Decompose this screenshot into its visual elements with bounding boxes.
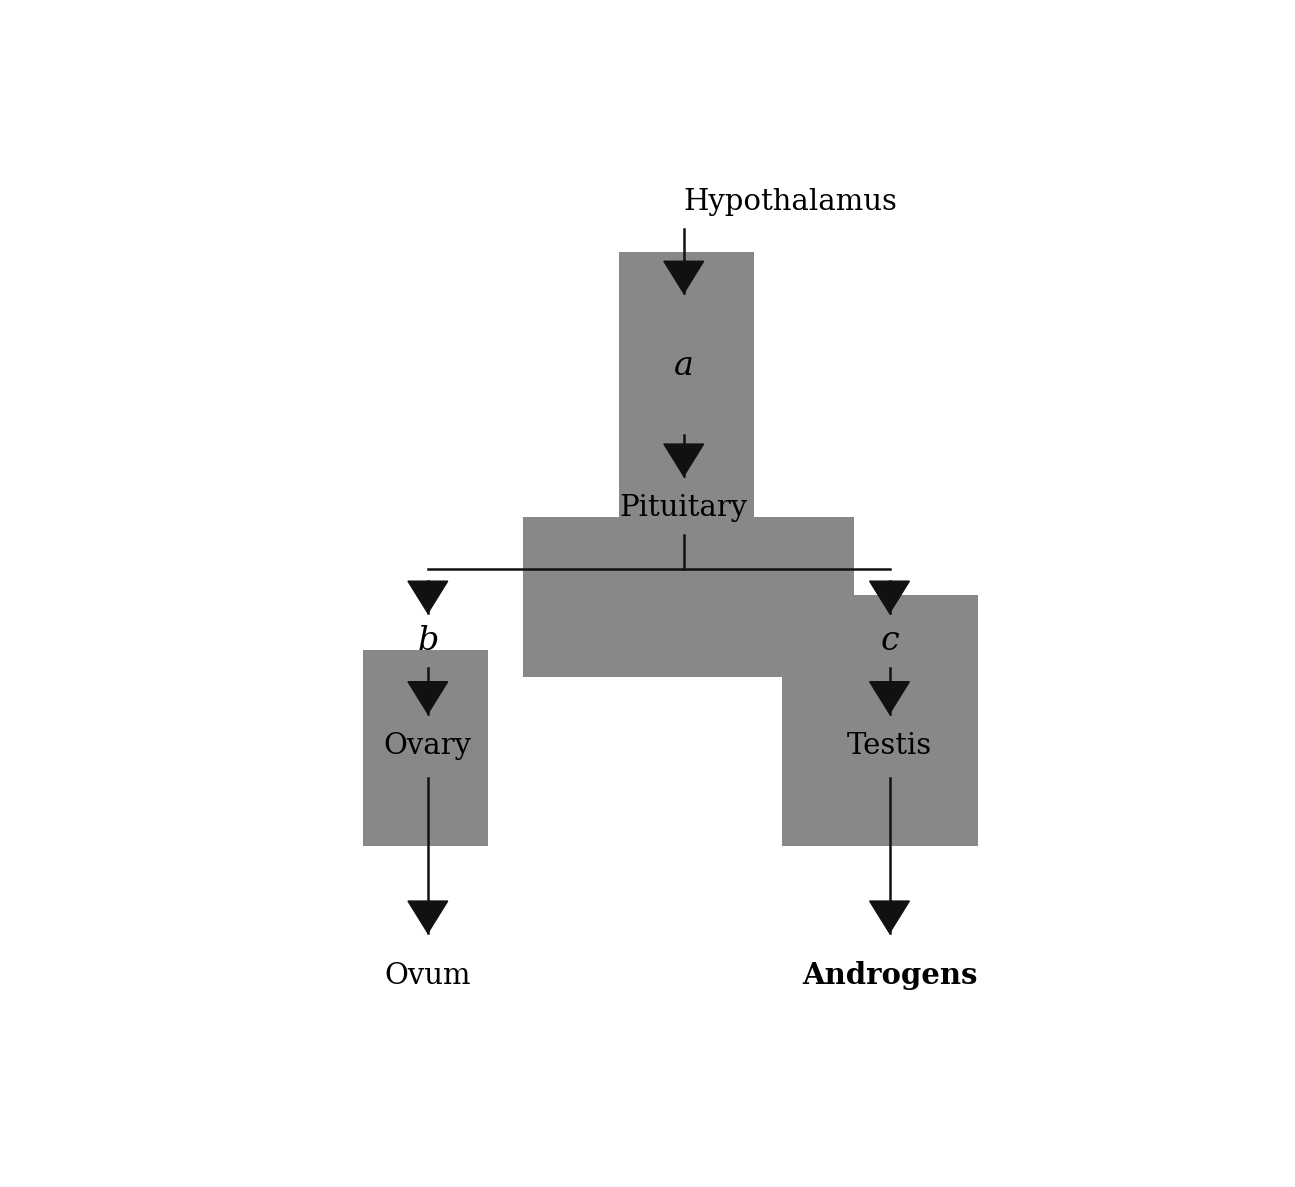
FancyArrow shape [408, 901, 448, 933]
Text: b: b [417, 624, 439, 656]
Text: c: c [881, 624, 899, 656]
FancyArrow shape [664, 261, 703, 293]
Bar [523, 518, 855, 677]
FancyArrow shape [870, 681, 909, 713]
Text: Ovary: Ovary [383, 731, 471, 760]
Bar [619, 252, 754, 545]
Text: Androgens: Androgens [802, 961, 978, 990]
FancyArrow shape [870, 901, 909, 933]
FancyArrow shape [408, 582, 448, 614]
Text: Pituitary: Pituitary [620, 494, 747, 522]
Bar [363, 649, 488, 846]
FancyArrow shape [408, 681, 448, 713]
Text: Testis: Testis [847, 731, 932, 760]
FancyArrow shape [870, 582, 909, 614]
Text: Hypothalamus: Hypothalamus [684, 188, 897, 216]
Bar [782, 595, 978, 728]
FancyArrow shape [664, 444, 703, 476]
Text: Ovum: Ovum [385, 961, 471, 990]
Text: a: a [673, 350, 694, 382]
Bar [782, 713, 978, 846]
